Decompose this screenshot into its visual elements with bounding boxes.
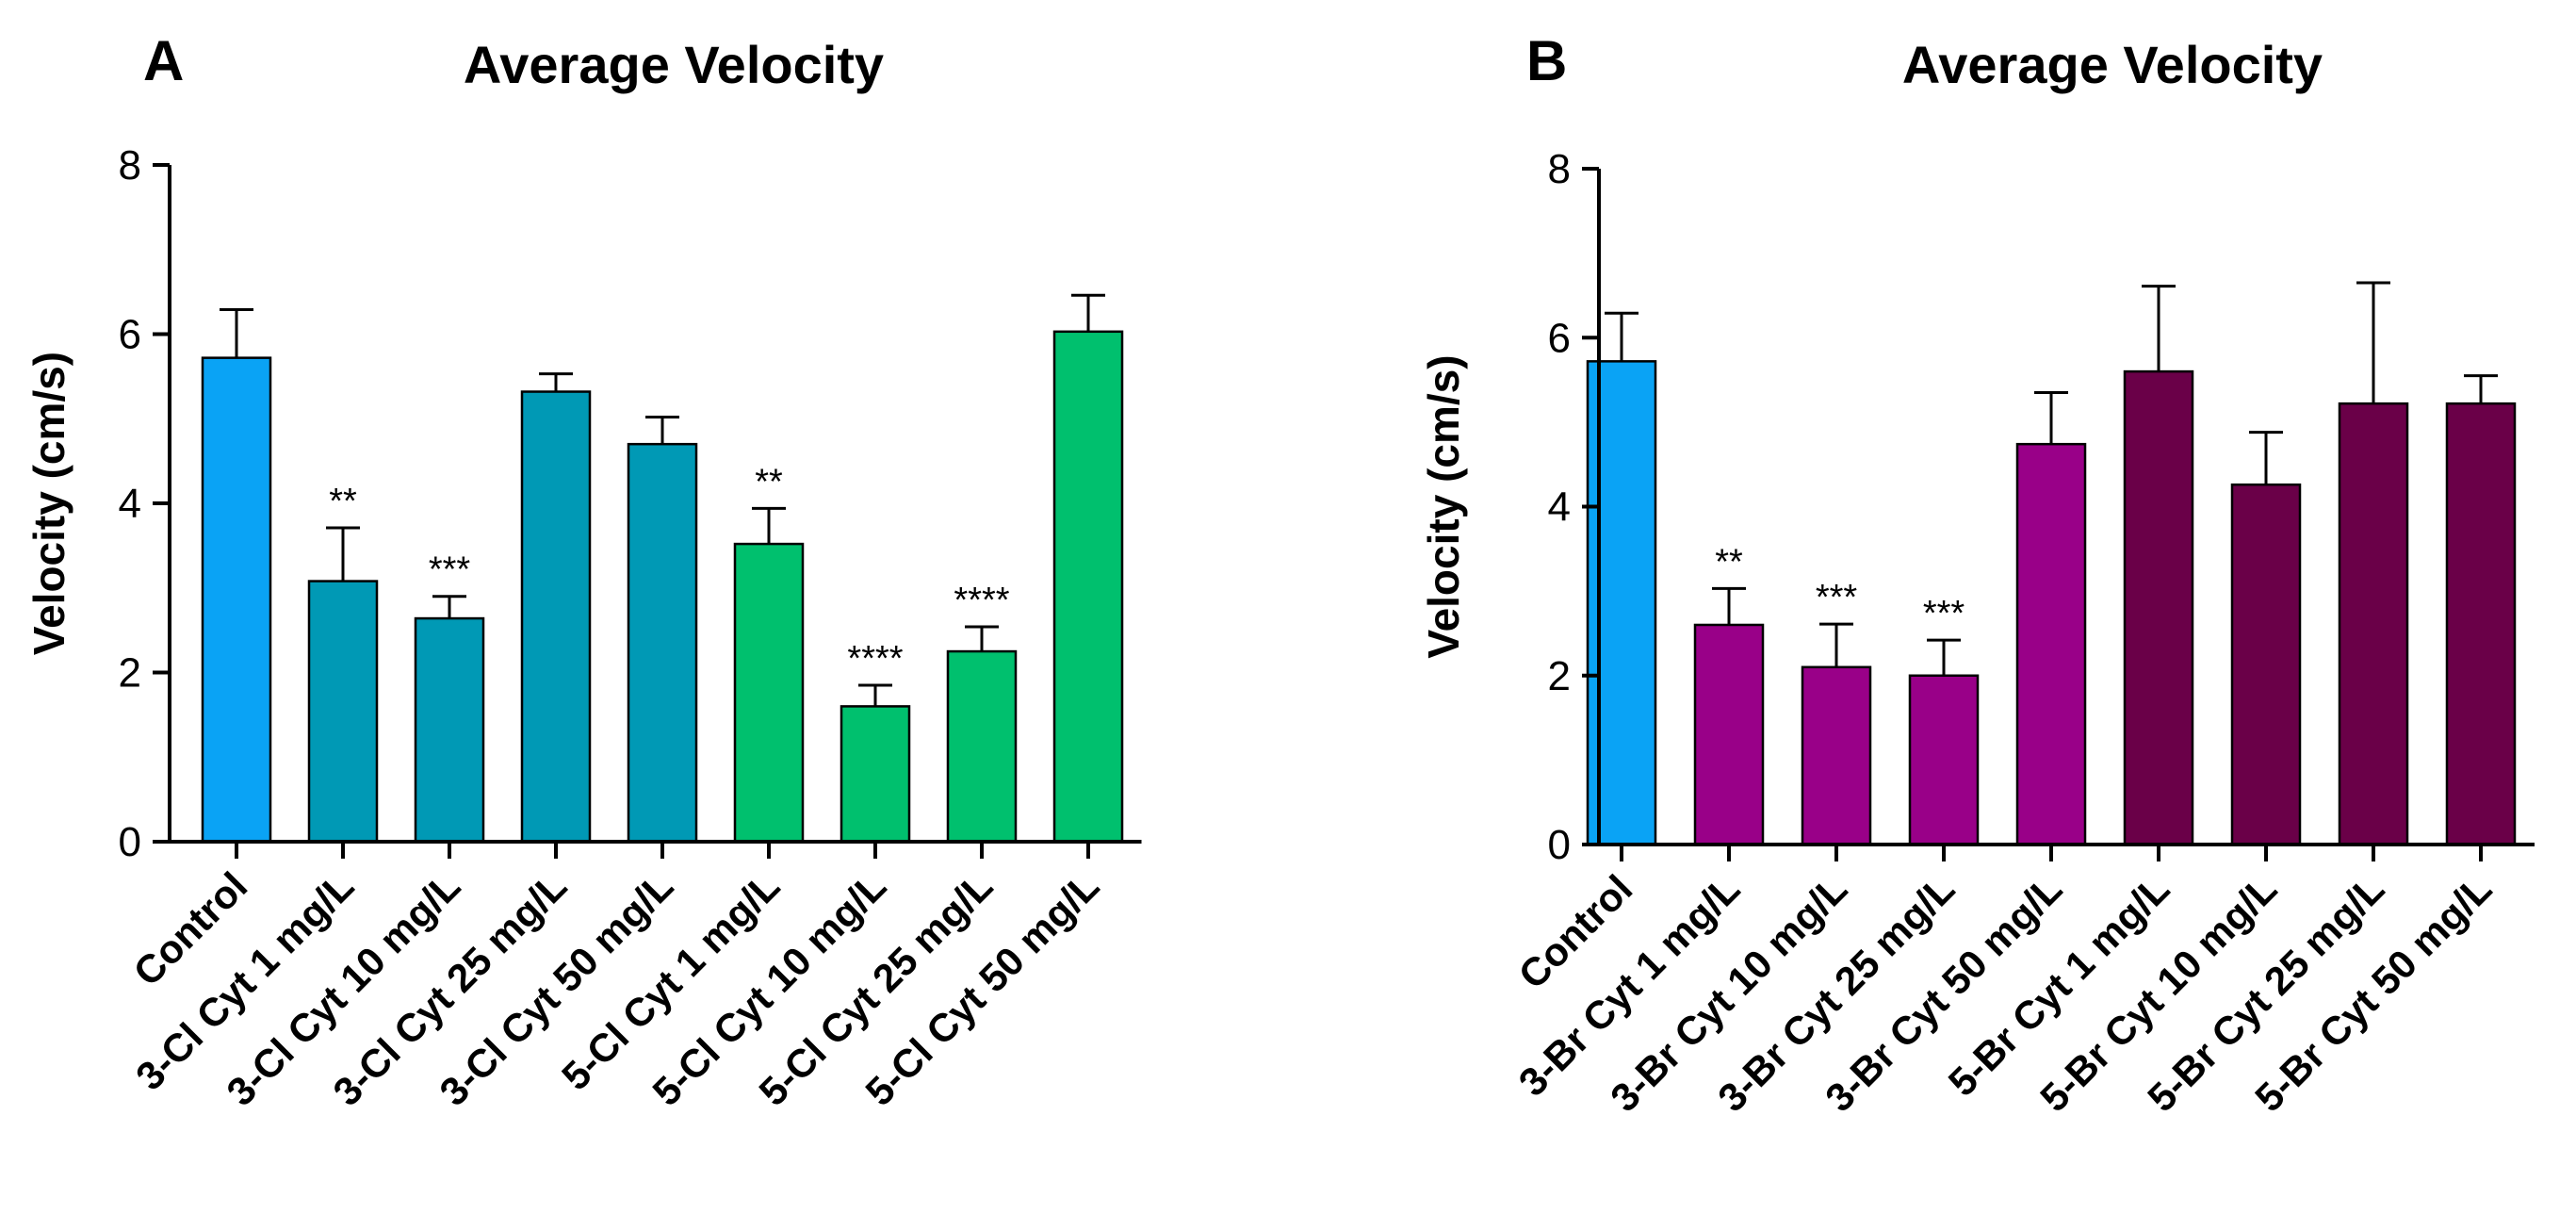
y-tick-label: 0 <box>1548 822 1571 868</box>
panel-letter: B <box>1526 29 1567 92</box>
y-tick-label: 6 <box>119 312 141 358</box>
bar <box>1052 330 1124 844</box>
bar <box>840 705 911 844</box>
y-axis-label: Velocity (cm/s) <box>24 352 73 655</box>
y-axis-label: Velocity (cm/s) <box>1419 354 1468 658</box>
bar <box>520 390 592 844</box>
significance-marker: **** <box>954 581 1009 620</box>
significance-marker: ** <box>755 462 783 501</box>
y-tick-label: 2 <box>119 650 141 697</box>
y-tick-label: 8 <box>119 142 141 189</box>
bar <box>2015 442 2087 846</box>
bar <box>201 356 272 844</box>
bar <box>1908 674 1980 846</box>
significance-marker: *** <box>1923 594 1965 633</box>
significance-marker: **** <box>847 639 903 679</box>
bar <box>414 616 485 844</box>
chart-title: Average Velocity <box>1902 35 2323 94</box>
y-tick-label: 4 <box>1548 484 1571 531</box>
bar <box>2230 483 2302 846</box>
bar <box>946 649 1018 844</box>
bar <box>307 580 379 844</box>
y-tick-label: 6 <box>1548 315 1571 361</box>
bar <box>1693 623 1765 846</box>
bar <box>2338 402 2409 846</box>
bar <box>2445 402 2517 846</box>
significance-marker: *** <box>1816 578 1858 617</box>
panel-letter: A <box>143 29 184 92</box>
significance-marker: ** <box>329 482 357 521</box>
y-tick-label: 2 <box>1548 653 1571 699</box>
chart-title: Average Velocity <box>464 35 884 94</box>
bar <box>2123 369 2194 846</box>
significance-marker: *** <box>429 550 471 590</box>
bar <box>1801 665 1872 846</box>
bar <box>627 442 698 844</box>
bar <box>733 542 805 844</box>
y-tick-label: 4 <box>119 481 141 527</box>
y-tick-label: 0 <box>119 819 141 865</box>
y-tick-label: 8 <box>1548 146 1571 192</box>
significance-marker: ** <box>1715 542 1743 582</box>
